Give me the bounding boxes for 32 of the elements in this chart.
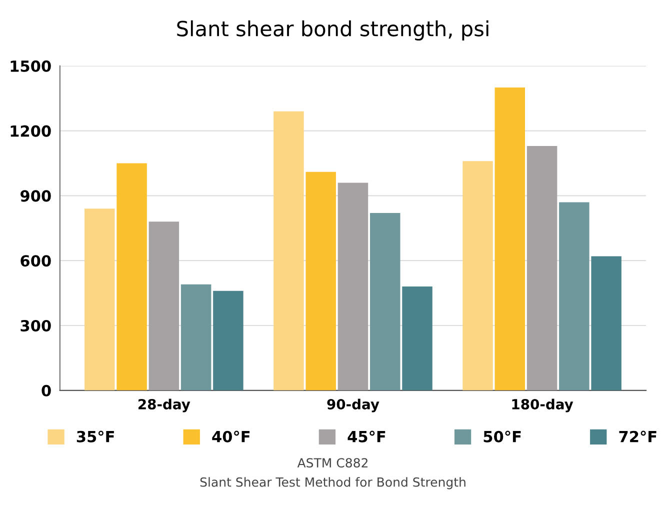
- text: Slant Shear Test Method for Bond Strength: [200, 477, 466, 490]
- bar: [402, 286, 432, 390]
- legend-label: 45°F: [348, 430, 386, 442]
- bar: [148, 222, 180, 390]
- y-tick-label: 900: [20, 190, 51, 202]
- bar: [370, 213, 400, 390]
- bar: [116, 163, 147, 390]
- y-tick-label: 600: [20, 255, 51, 267]
- bar: [526, 146, 558, 390]
- y-tick-label: 1200: [10, 125, 51, 137]
- y-tick-label: 0: [42, 384, 51, 396]
- bar: [306, 172, 336, 390]
- legend-label: 40°F: [212, 430, 250, 442]
- bar: [462, 161, 493, 390]
- text: ASTM C882: [297, 458, 368, 468]
- bar: [559, 202, 590, 390]
- legend-label: 50°F: [484, 430, 521, 442]
- bar: [180, 284, 212, 390]
- bar: [274, 111, 304, 390]
- x-tick-label: 28-day: [138, 398, 190, 412]
- bar: [338, 182, 368, 390]
- x-tick-label: 180-day: [512, 398, 574, 412]
- y-tick-label: 1500: [10, 60, 51, 72]
- bar: [84, 208, 115, 390]
- bar: [213, 290, 244, 390]
- bar: [591, 256, 622, 390]
- bar: [494, 88, 526, 390]
- legend-label: 35°F: [76, 430, 114, 442]
- x-tick-label: 90-day: [327, 398, 380, 412]
- chart-title: Slant shear bond strength, psi: [177, 20, 488, 40]
- y-tick-label: 300: [20, 320, 51, 332]
- legend-label: 72°F: [619, 430, 656, 442]
